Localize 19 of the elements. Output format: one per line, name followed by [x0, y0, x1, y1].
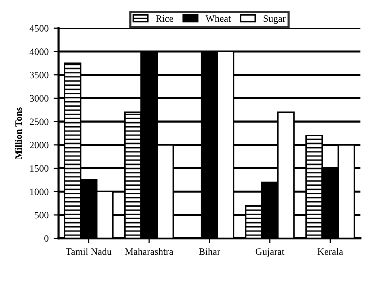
legend-label: Sugar [264, 16, 286, 24]
y-tick-label: 0 [44, 235, 49, 242]
y-tick-label: 2000 [30, 142, 49, 149]
x-tick-label: Kerala [318, 248, 344, 256]
legend-label: Wheat [206, 15, 232, 22]
x-tick-label: Bihar [199, 248, 220, 256]
y-tick-label: 1500 [30, 165, 49, 172]
x-tick-label: Maharashtra [125, 248, 174, 256]
y-tick-label: 4000 [30, 48, 49, 56]
y-tick-label: 1000 [30, 188, 49, 196]
y-tick-label: 3000 [30, 95, 49, 102]
y-tick-label: 500 [35, 212, 49, 219]
y-tick-label: 2500 [30, 118, 49, 126]
y-tick-label: 3500 [30, 72, 49, 79]
y-tick-label: 4500 [30, 25, 49, 32]
x-tick-label: Tamil Nadu [66, 248, 112, 256]
legend-label: Rice [156, 16, 174, 22]
x-tick-label: Gujarat [256, 248, 285, 258]
y-axis-title: Million Tons [15, 108, 22, 160]
